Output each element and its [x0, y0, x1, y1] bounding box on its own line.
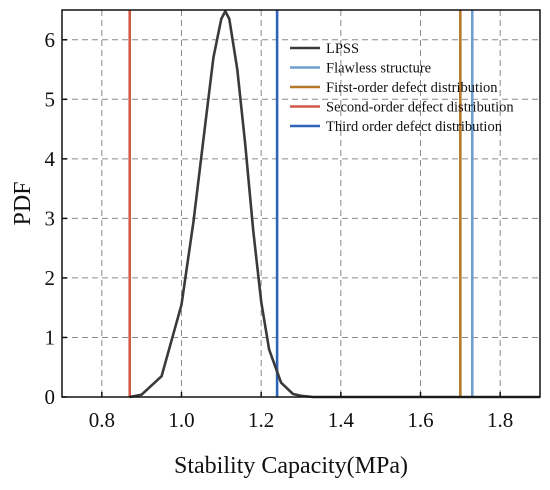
y-tick-label: 1 — [45, 325, 56, 349]
legend-label: Flawless structure — [326, 61, 431, 77]
x-tick-label: 1.0 — [168, 408, 194, 432]
y-tick-label: 3 — [45, 206, 56, 230]
y-tick-label: 5 — [45, 87, 56, 111]
grid — [62, 10, 540, 397]
y-tick-label: 4 — [45, 147, 56, 171]
plot-frame — [61, 9, 541, 398]
x-tick-label: 1.6 — [407, 408, 433, 432]
legend-label: Second-order defect distribution — [326, 100, 514, 116]
ticks: 0.8 1.0 1.2 1.4 1.6 1.8 0 1 2 3 4 5 6 — [45, 28, 514, 432]
y-axis-title: PDF — [10, 181, 36, 225]
legend-label: LPSS — [326, 41, 359, 57]
legend: LPSS Flawless structure First-order defect… — [290, 41, 514, 135]
y-tick-label: 6 — [45, 28, 56, 52]
x-tick-label: 1.4 — [328, 408, 355, 432]
x-tick-label: 0.8 — [89, 408, 115, 432]
x-axis-title: Stability Capacity(MPa) — [174, 453, 408, 479]
y-tick-label: 2 — [45, 266, 56, 290]
legend-label: First-order defect distribution — [326, 80, 498, 96]
x-tick-label: 1.8 — [487, 408, 513, 432]
series-curve — [129, 9, 540, 399]
x-tick-label: 1.2 — [248, 408, 274, 432]
legend-label: Third order defect distribution — [326, 119, 503, 135]
y-tick-label: 0 — [45, 385, 56, 409]
series-layer — [128, 9, 540, 399]
